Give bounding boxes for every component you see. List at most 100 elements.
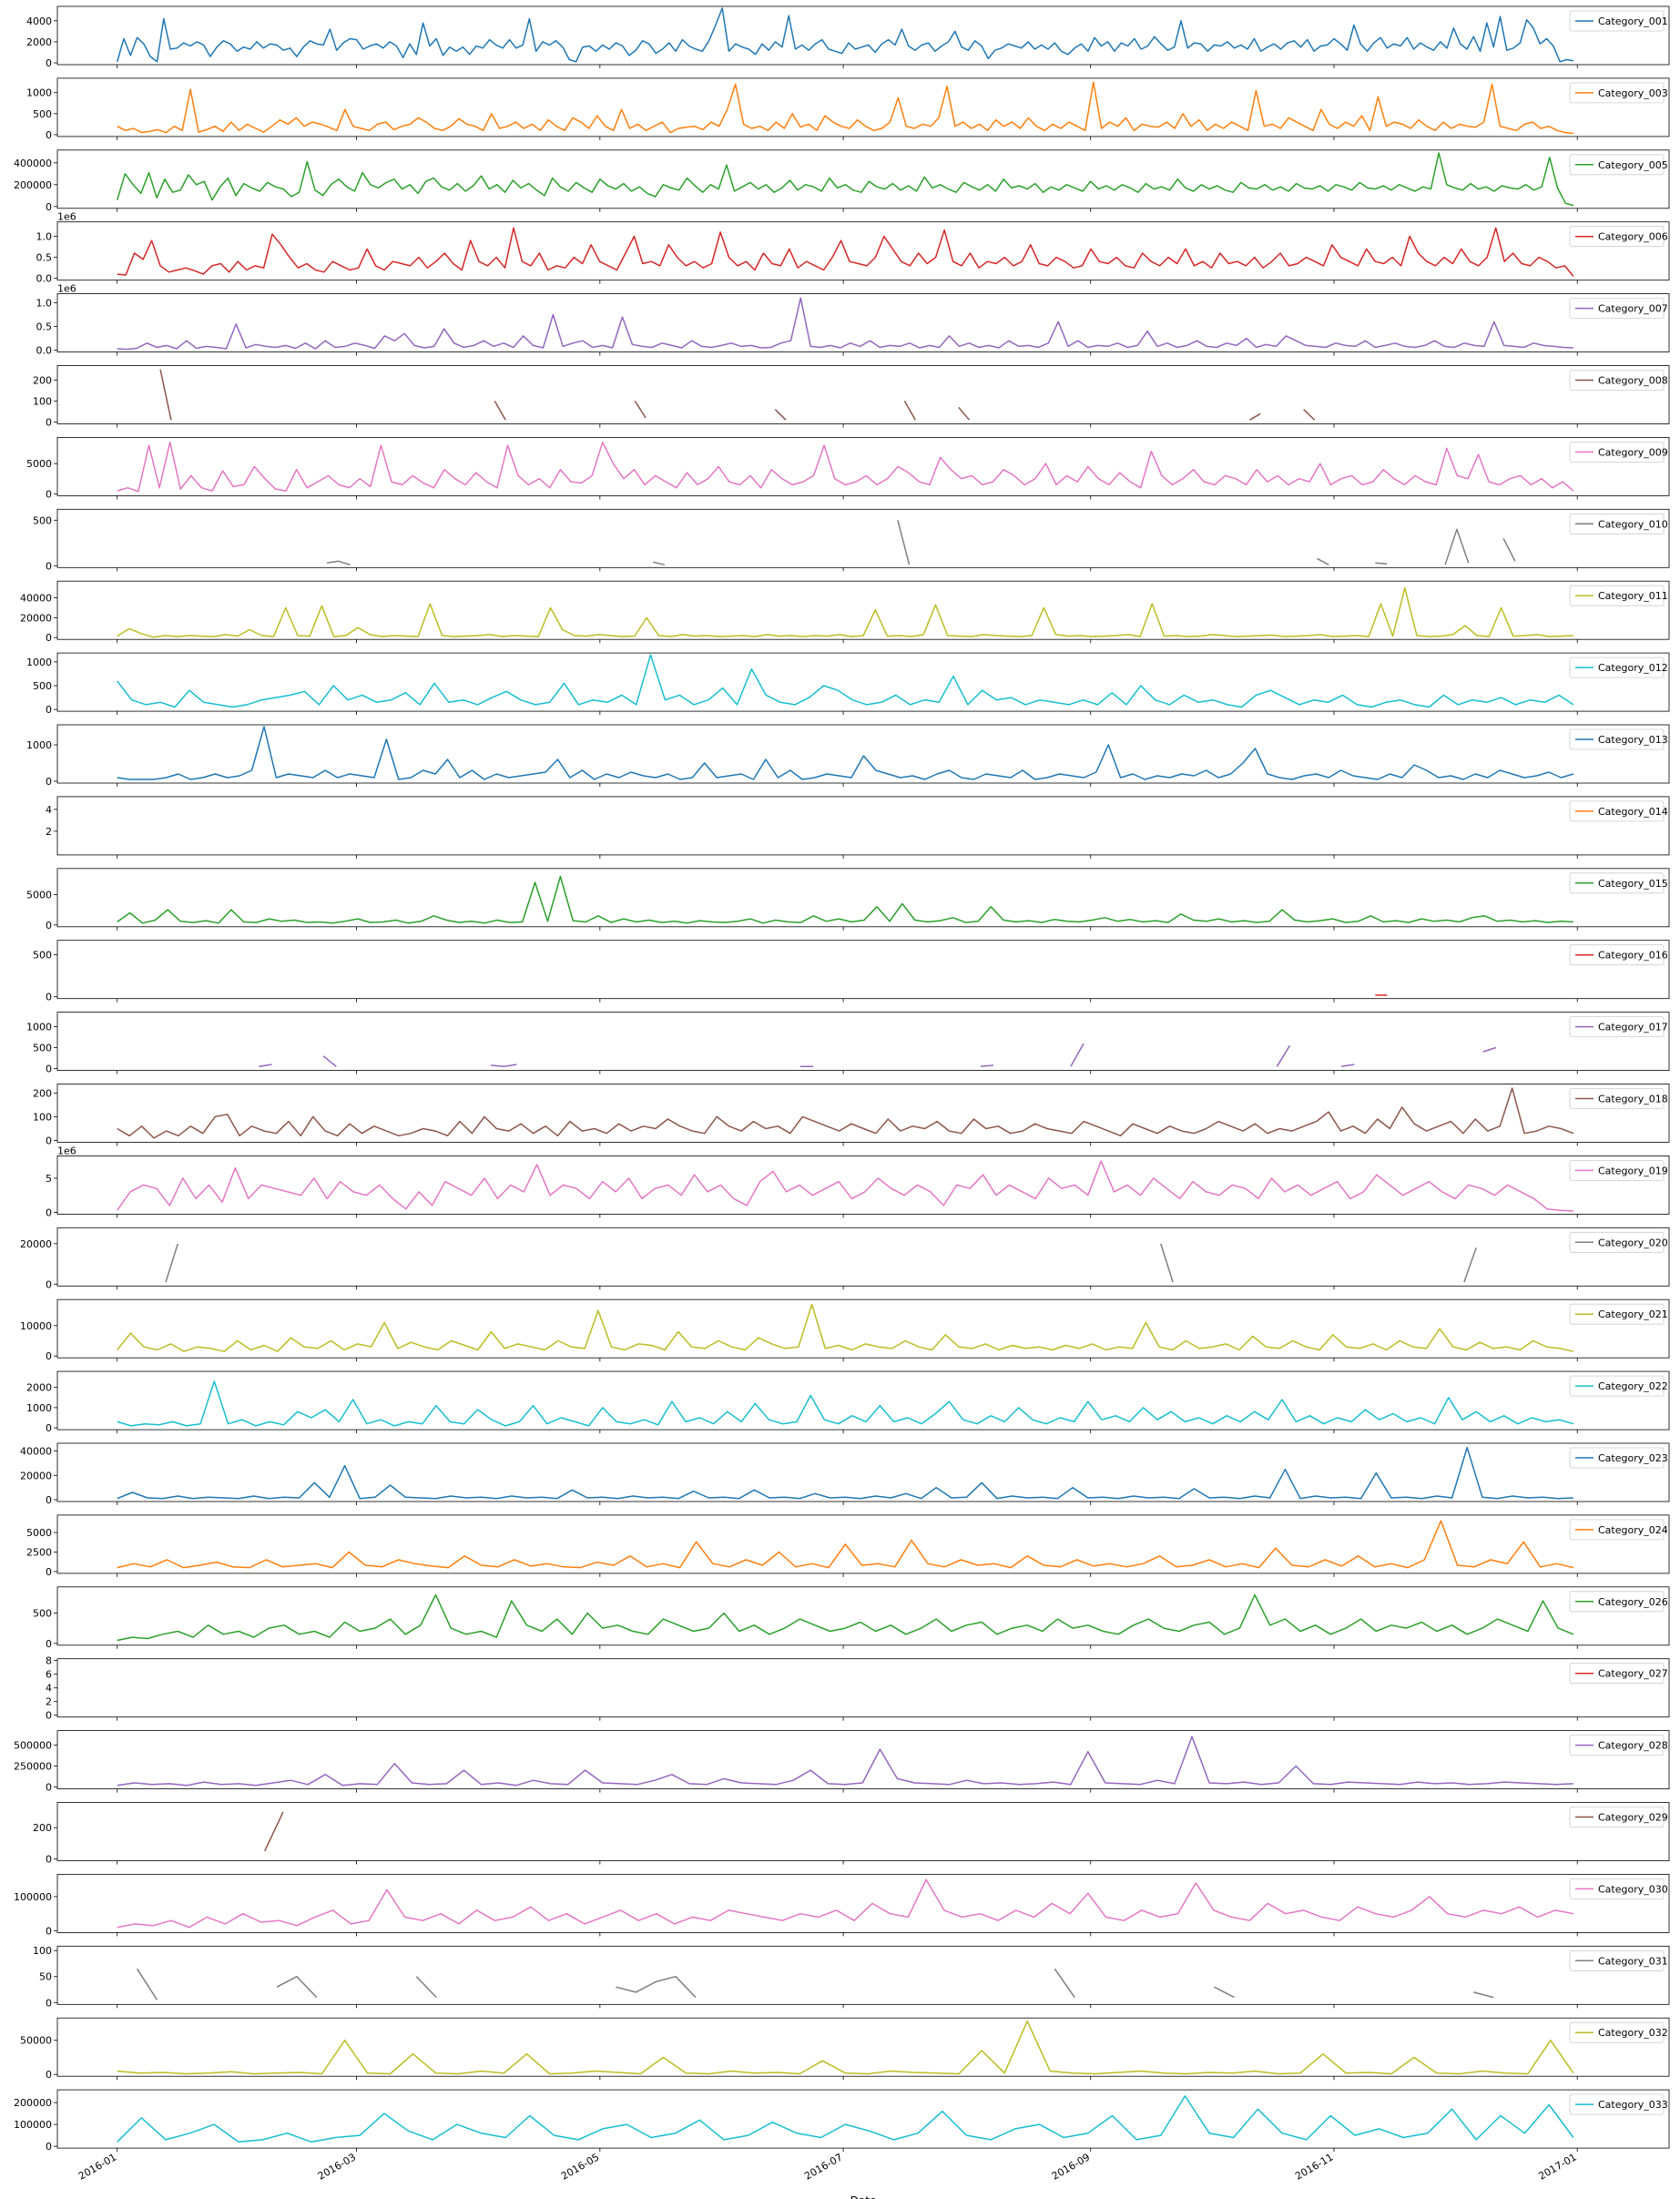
legend-box xyxy=(1569,1950,1665,1971)
legend-label: Category_033 xyxy=(1598,2099,1668,2111)
legend: Category_010 xyxy=(1569,513,1668,534)
series-line-category-029 xyxy=(265,1812,1445,1853)
legend-label: Category_024 xyxy=(1598,1524,1668,1536)
axes-frame xyxy=(56,149,1670,209)
legend: Category_013 xyxy=(1569,728,1668,750)
y-tick-label: 1000 xyxy=(26,1402,52,1414)
y-tick-label: 1.0 xyxy=(36,231,53,243)
series-line-category-018 xyxy=(117,1087,1574,1139)
legend: Category_006 xyxy=(1569,226,1668,248)
legend: Category_016 xyxy=(1569,944,1668,966)
legend-box xyxy=(1569,1303,1665,1325)
panel-category-030: 0 100000 Category_030 xyxy=(14,1873,1670,1937)
legend-label: Category_020 xyxy=(1598,1237,1668,1248)
y-tick-label: 0 xyxy=(46,560,52,572)
y-tick-label: 500 xyxy=(33,950,52,962)
axes-frame xyxy=(56,2017,1670,2077)
series-line-category-031 xyxy=(136,1968,1494,2000)
legend-label: Category_023 xyxy=(1598,1452,1668,1464)
y-tick-label: 8 xyxy=(46,1655,52,1667)
y-tick-label: 0.5 xyxy=(36,321,53,333)
legend: Category_021 xyxy=(1569,1303,1668,1325)
legend-box xyxy=(1569,513,1665,534)
y-tick-label: 500000 xyxy=(14,1739,52,1751)
axes-frame xyxy=(56,1730,1670,1789)
y-tick-label: 0 xyxy=(46,1422,52,1434)
y-tick-label: 1000 xyxy=(26,87,52,99)
panel-category-032: 0 50000 Category_032 xyxy=(20,2017,1670,2081)
panel-category-008: 0 100 200 Category_008 xyxy=(33,365,1670,429)
y-tick-label: 500 xyxy=(33,680,52,692)
series-line-category-012 xyxy=(117,654,1574,708)
axes-frame xyxy=(56,221,1670,281)
y-tick-label: 0 xyxy=(46,129,52,141)
legend: Category_014 xyxy=(1569,800,1668,822)
y-tick-label: 2 xyxy=(46,1696,52,1708)
panel-category-022: 0 1000 2000 Category_022 xyxy=(26,1370,1670,1434)
series-line-category-003 xyxy=(117,81,1573,135)
legend-label: Category_001 xyxy=(1598,15,1668,27)
x-tick-label: 2016-11 xyxy=(1293,2151,1335,2182)
legend-box xyxy=(1569,154,1665,176)
panel-category-033: 0 100000 200000 Category_033 xyxy=(14,2089,1670,2153)
legend-box xyxy=(1569,944,1665,966)
legend: Category_020 xyxy=(1569,1231,1668,1253)
legend: Category_028 xyxy=(1569,1735,1668,1756)
axes-frame xyxy=(56,1658,1670,1718)
panel-category-012: 0 500 1000 Category_012 xyxy=(26,652,1670,716)
panel-category-017: 0 500 1000 Category_017 xyxy=(26,1012,1670,1075)
legend-label: Category_014 xyxy=(1598,806,1668,818)
legend: Category_029 xyxy=(1569,1807,1668,1827)
series-line-category-008 xyxy=(160,370,1573,420)
panel-category-024: 0 2500 5000 Category_024 xyxy=(26,1514,1670,1578)
legend: Category_007 xyxy=(1569,298,1668,320)
axes-frame xyxy=(56,5,1670,66)
axes-frame xyxy=(56,365,1670,424)
y-tick-label: 200 xyxy=(33,374,52,386)
y-tick-label: 500 xyxy=(33,514,52,526)
legend-label: Category_013 xyxy=(1598,734,1668,746)
axes-frame xyxy=(56,724,1670,784)
axes-frame xyxy=(56,1227,1670,1287)
axes-frame xyxy=(56,508,1670,568)
series-line-category-028 xyxy=(117,1736,1573,1787)
legend-box xyxy=(1569,657,1665,678)
series-line-category-017 xyxy=(259,1044,1534,1066)
y-tick-label: 40000 xyxy=(20,593,52,605)
y-tick-label: 400000 xyxy=(14,158,52,169)
axes-frame xyxy=(56,796,1670,856)
series-line-category-007 xyxy=(117,297,1573,351)
panel-category-023: 0 20000 40000 Category_023 xyxy=(20,1442,1670,1506)
legend-label: Category_016 xyxy=(1598,950,1668,962)
y-tick-label: 500 xyxy=(33,1043,52,1054)
y-tick-label: 0 xyxy=(46,992,52,1003)
axes-frame xyxy=(56,436,1670,496)
y-tick-label: 0.0 xyxy=(36,273,53,285)
series-line-category-021 xyxy=(117,1303,1574,1352)
panel-category-014: 2 4 Category_014 xyxy=(46,796,1670,859)
series-line-category-001 xyxy=(116,7,1574,63)
y-tick-label: 2000 xyxy=(26,36,52,48)
panel-category-018: 0 100 200 Category_018 xyxy=(33,1084,1670,1147)
legend-label: Category_012 xyxy=(1598,662,1668,674)
legend-box xyxy=(1569,82,1665,104)
y-tick-label: 1000 xyxy=(26,657,52,668)
series-line-category-020 xyxy=(165,1243,1477,1283)
y-tick-label: 0 xyxy=(46,1206,52,1218)
series-line-category-011 xyxy=(117,586,1573,638)
legend-box xyxy=(1569,1519,1665,1541)
legend-box xyxy=(1569,1878,1665,1899)
series-line-category-032 xyxy=(117,2020,1574,2075)
legend: Category_015 xyxy=(1569,872,1668,894)
legend-box xyxy=(1569,1231,1665,1253)
axes-frame xyxy=(56,1298,1670,1359)
y-tick-label: 0 xyxy=(46,1782,52,1794)
y-tick-label: 200000 xyxy=(14,179,52,191)
legend: Category_023 xyxy=(1569,1447,1668,1469)
legend: Category_033 xyxy=(1569,2093,1668,2115)
legend-box xyxy=(1569,585,1665,606)
legend: Category_026 xyxy=(1569,1591,1668,1613)
legend-label: Category_006 xyxy=(1598,231,1668,243)
legend: Category_017 xyxy=(1569,1016,1668,1037)
